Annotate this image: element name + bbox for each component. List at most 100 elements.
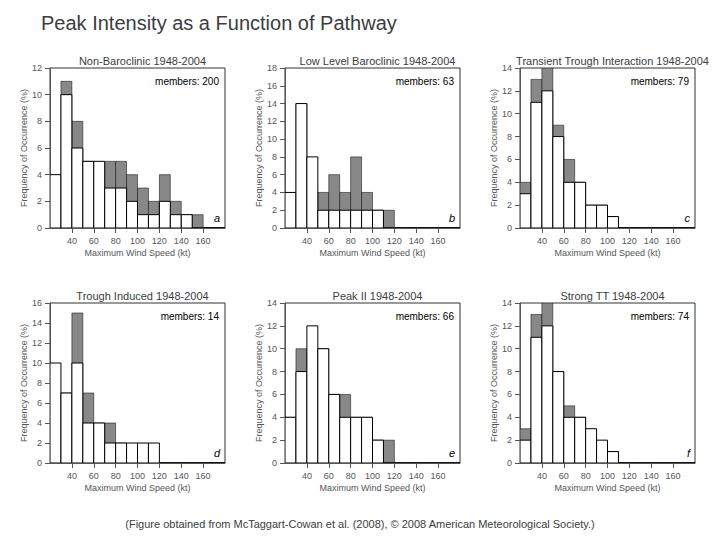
svg-text:Transient Trough Interaction 1: Transient Trough Interaction 1948-2004	[516, 55, 709, 67]
svg-text:60: 60	[89, 471, 99, 481]
svg-text:4: 4	[272, 412, 277, 422]
svg-text:40: 40	[537, 471, 547, 481]
svg-text:60: 60	[559, 471, 569, 481]
svg-text:140: 140	[174, 236, 189, 246]
svg-text:6: 6	[37, 398, 42, 408]
svg-text:Frequency of Occurrence (%): Frequency of Occurrence (%)	[254, 324, 264, 442]
svg-text:f: f	[687, 447, 691, 459]
svg-text:Maximum Wind Speed (kt): Maximum Wind Speed (kt)	[554, 483, 660, 493]
svg-text:4: 4	[37, 170, 42, 180]
svg-text:members: 79: members: 79	[631, 76, 690, 87]
svg-text:0: 0	[272, 223, 277, 233]
svg-text:40: 40	[67, 471, 77, 481]
svg-text:120: 120	[622, 236, 637, 246]
svg-text:6: 6	[507, 389, 512, 399]
svg-text:Low Level Baroclinic 1948-2004: Low Level Baroclinic 1948-2004	[300, 55, 456, 67]
svg-text:0: 0	[272, 458, 277, 468]
svg-text:10: 10	[32, 358, 42, 368]
svg-text:10: 10	[502, 344, 512, 354]
svg-text:160: 160	[666, 471, 681, 481]
svg-text:160: 160	[666, 236, 681, 246]
svg-text:140: 140	[409, 236, 424, 246]
svg-text:(Figure obtained from McTaggar: (Figure obtained from McTaggart-Cowan et…	[125, 518, 595, 530]
svg-text:2: 2	[507, 200, 512, 210]
svg-text:2: 2	[37, 438, 42, 448]
svg-text:e: e	[449, 447, 455, 459]
svg-text:Frequency of Occurrence (%): Frequency of Occurrence (%)	[19, 324, 29, 442]
svg-text:b: b	[449, 212, 455, 224]
svg-text:2: 2	[272, 205, 277, 215]
svg-text:160: 160	[196, 471, 211, 481]
svg-text:10: 10	[267, 134, 277, 144]
svg-text:0: 0	[37, 458, 42, 468]
svg-text:12: 12	[267, 116, 277, 126]
svg-text:14: 14	[32, 318, 42, 328]
svg-text:4: 4	[272, 187, 277, 197]
svg-text:members: 63: members: 63	[396, 76, 455, 87]
svg-text:80: 80	[346, 236, 356, 246]
svg-text:0: 0	[37, 223, 42, 233]
svg-text:140: 140	[409, 471, 424, 481]
svg-text:100: 100	[600, 471, 615, 481]
svg-text:6: 6	[272, 170, 277, 180]
svg-text:120: 120	[152, 236, 167, 246]
svg-text:14: 14	[502, 298, 512, 308]
svg-text:Strong TT 1948-2004: Strong TT 1948-2004	[560, 290, 664, 302]
svg-text:Frequency of Occurrence (%): Frequency of Occurrence (%)	[254, 89, 264, 207]
svg-text:40: 40	[67, 236, 77, 246]
svg-text:Peak Intensity as a Function o: Peak Intensity as a Function of Pathway	[41, 12, 397, 34]
svg-text:120: 120	[387, 236, 402, 246]
svg-text:10: 10	[267, 344, 277, 354]
svg-text:16: 16	[267, 81, 277, 91]
svg-text:12: 12	[32, 63, 42, 73]
svg-text:members: 14: members: 14	[161, 311, 220, 322]
svg-text:14: 14	[267, 298, 277, 308]
svg-text:12: 12	[502, 86, 512, 96]
svg-text:80: 80	[581, 471, 591, 481]
svg-text:Peak II 1948-2004: Peak II 1948-2004	[333, 290, 423, 302]
svg-text:a: a	[214, 212, 220, 224]
svg-text:60: 60	[324, 236, 334, 246]
svg-text:8: 8	[37, 116, 42, 126]
svg-text:160: 160	[431, 236, 446, 246]
svg-text:Non-Baroclinic 1948-2004: Non-Baroclinic 1948-2004	[79, 55, 206, 67]
svg-text:4: 4	[507, 177, 512, 187]
svg-text:2: 2	[272, 435, 277, 445]
svg-text:8: 8	[272, 152, 277, 162]
svg-text:160: 160	[196, 236, 211, 246]
svg-text:members: 74: members: 74	[631, 311, 690, 322]
svg-text:60: 60	[324, 471, 334, 481]
svg-text:60: 60	[89, 236, 99, 246]
svg-text:120: 120	[387, 471, 402, 481]
svg-text:100: 100	[600, 236, 615, 246]
svg-text:Maximum Wind Speed (kt): Maximum Wind Speed (kt)	[554, 248, 660, 258]
svg-text:Maximum Wind Speed (kt): Maximum Wind Speed (kt)	[84, 483, 190, 493]
svg-text:80: 80	[111, 236, 121, 246]
svg-text:Maximum Wind Speed (kt): Maximum Wind Speed (kt)	[84, 248, 190, 258]
svg-text:0: 0	[507, 223, 512, 233]
svg-text:6: 6	[507, 154, 512, 164]
svg-text:2: 2	[37, 196, 42, 206]
svg-text:8: 8	[37, 378, 42, 388]
svg-text:10: 10	[32, 90, 42, 100]
svg-text:120: 120	[152, 471, 167, 481]
svg-text:2: 2	[507, 435, 512, 445]
svg-text:12: 12	[267, 321, 277, 331]
svg-text:6: 6	[37, 143, 42, 153]
svg-text:40: 40	[302, 471, 312, 481]
svg-text:14: 14	[502, 63, 512, 73]
svg-text:4: 4	[37, 418, 42, 428]
svg-text:60: 60	[559, 236, 569, 246]
svg-text:160: 160	[431, 471, 446, 481]
svg-text:Maximum Wind Speed (kt): Maximum Wind Speed (kt)	[319, 483, 425, 493]
svg-text:80: 80	[346, 471, 356, 481]
svg-text:120: 120	[622, 471, 637, 481]
svg-text:100: 100	[365, 471, 380, 481]
svg-text:4: 4	[507, 412, 512, 422]
svg-text:8: 8	[272, 367, 277, 377]
svg-text:0: 0	[507, 458, 512, 468]
svg-text:100: 100	[130, 471, 145, 481]
svg-text:8: 8	[507, 367, 512, 377]
svg-text:Frequency of Occurrence (%): Frequency of Occurrence (%)	[19, 89, 29, 207]
svg-text:members: 66: members: 66	[396, 311, 455, 322]
